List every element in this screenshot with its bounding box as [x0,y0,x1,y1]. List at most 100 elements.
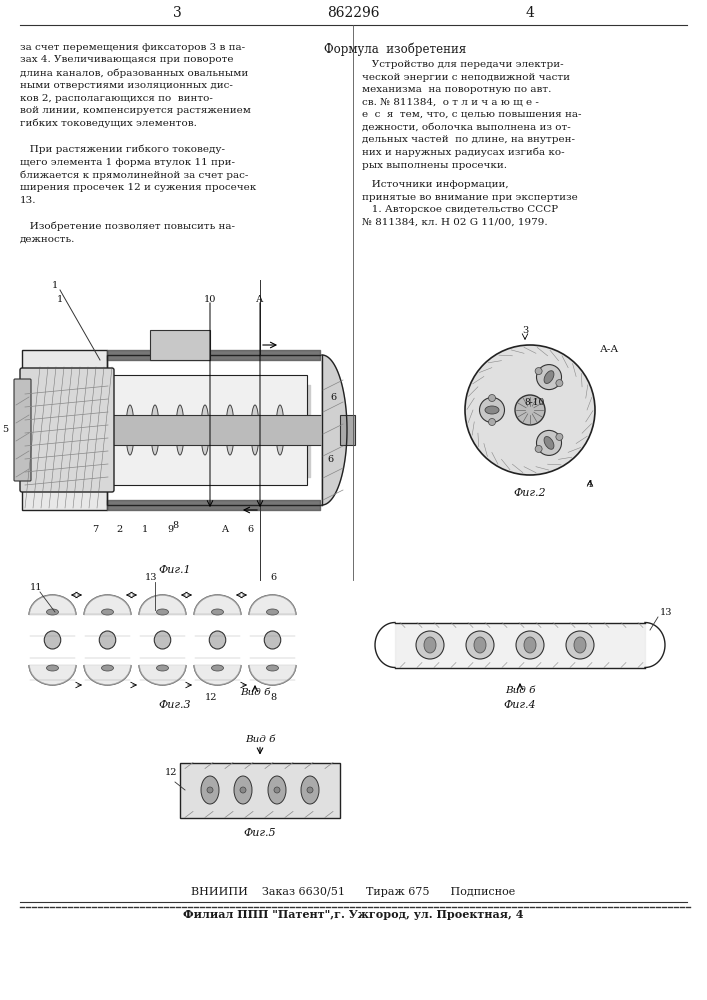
Polygon shape [194,595,241,615]
Polygon shape [29,595,76,615]
Text: 6: 6 [327,456,333,464]
Text: 4: 4 [525,6,534,20]
Ellipse shape [156,609,168,615]
Text: 1: 1 [142,526,148,534]
Polygon shape [322,355,347,505]
Text: ВНИИПИ    Заказ 6630/51      Тираж 675      Подписное: ВНИИПИ Заказ 6630/51 Тираж 675 Подписное [191,887,515,897]
Ellipse shape [201,405,209,455]
Ellipse shape [99,631,116,649]
Text: 8: 8 [270,693,276,702]
FancyBboxPatch shape [22,350,107,510]
Text: Фиг.3: Фиг.3 [158,700,192,710]
Ellipse shape [424,637,436,653]
Text: 3: 3 [522,326,528,335]
Text: Вид б: Вид б [505,686,535,695]
Polygon shape [84,595,131,615]
Ellipse shape [47,609,59,615]
Text: 12: 12 [165,768,177,777]
Polygon shape [249,595,296,615]
Text: 11: 11 [30,583,42,592]
Text: 1: 1 [52,280,58,290]
Ellipse shape [178,422,182,438]
Ellipse shape [228,422,231,438]
Ellipse shape [129,422,132,438]
Ellipse shape [544,437,554,449]
Ellipse shape [251,405,259,455]
Ellipse shape [416,631,444,659]
Ellipse shape [154,631,171,649]
Ellipse shape [566,631,594,659]
Bar [340,415,355,445]
Circle shape [535,445,542,452]
Text: 1: 1 [57,296,63,304]
Text: 10: 10 [204,296,216,304]
Ellipse shape [209,631,226,649]
Text: Фиг.2: Фиг.2 [514,488,547,498]
Text: A: A [221,526,228,534]
Ellipse shape [226,405,234,455]
Ellipse shape [276,405,284,455]
Ellipse shape [267,665,279,671]
Polygon shape [139,665,186,685]
Circle shape [515,395,545,425]
Circle shape [307,787,313,793]
Ellipse shape [574,637,586,653]
Polygon shape [84,665,131,685]
Text: 6: 6 [247,526,253,534]
Ellipse shape [201,776,219,804]
Text: Устройство для передачи электри-
ческой энергии с неподвижной части
механизма  н: Устройство для передачи электри- ческой … [362,60,581,170]
Circle shape [535,368,542,375]
Text: 6: 6 [270,573,276,582]
Polygon shape [194,665,241,685]
Text: Источники информации,
принятые во внимание при экспертизе
   1. Авторское свидет: Источники информации, принятые во вниман… [362,180,578,227]
Bar [107,355,322,505]
Circle shape [556,380,563,387]
Text: 8: 8 [172,520,178,530]
Text: Филиал ППП "Патент",г. Ужгород, ул. Проектная, 4: Филиал ППП "Патент",г. Ужгород, ул. Прое… [182,909,523,920]
Ellipse shape [151,405,159,455]
Circle shape [489,394,496,401]
Ellipse shape [45,631,61,649]
Text: 9: 9 [167,526,173,534]
Ellipse shape [211,665,223,671]
Text: 7: 7 [92,526,98,534]
Circle shape [465,345,595,475]
Ellipse shape [153,422,156,438]
FancyBboxPatch shape [20,368,114,492]
Bar [107,415,322,445]
Text: 4: 4 [587,480,593,489]
Ellipse shape [264,631,281,649]
Bar [107,375,307,485]
Ellipse shape [474,637,486,653]
Text: А-А: А-А [600,346,619,355]
Text: 5: 5 [2,426,8,434]
Circle shape [240,787,246,793]
Bar [150,330,210,360]
Text: 13: 13 [660,608,672,617]
Circle shape [207,787,213,793]
Polygon shape [29,665,76,685]
Circle shape [556,433,563,440]
Circle shape [274,787,280,793]
Text: Вид б: Вид б [240,688,270,697]
Ellipse shape [47,665,59,671]
Text: за счет перемещения фиксаторов 3 в па-
зах 4. Увеличивающаяся при повороте
длина: за счет перемещения фиксаторов 3 в па- з… [20,43,256,243]
Ellipse shape [466,631,494,659]
Text: 6: 6 [330,393,336,402]
Ellipse shape [485,406,499,414]
Ellipse shape [267,609,279,615]
Text: Формула  изобретения: Формула изобретения [324,43,466,56]
Text: Фиг.1: Фиг.1 [158,565,192,575]
Ellipse shape [102,665,114,671]
Text: Фиг.4: Фиг.4 [503,700,537,710]
Polygon shape [249,665,296,685]
Ellipse shape [102,609,114,615]
Ellipse shape [176,405,184,455]
Text: 13: 13 [145,573,158,582]
Text: 12: 12 [205,693,218,702]
Ellipse shape [537,430,561,455]
Circle shape [489,418,496,426]
Ellipse shape [279,422,281,438]
Ellipse shape [268,776,286,804]
Ellipse shape [524,637,536,653]
